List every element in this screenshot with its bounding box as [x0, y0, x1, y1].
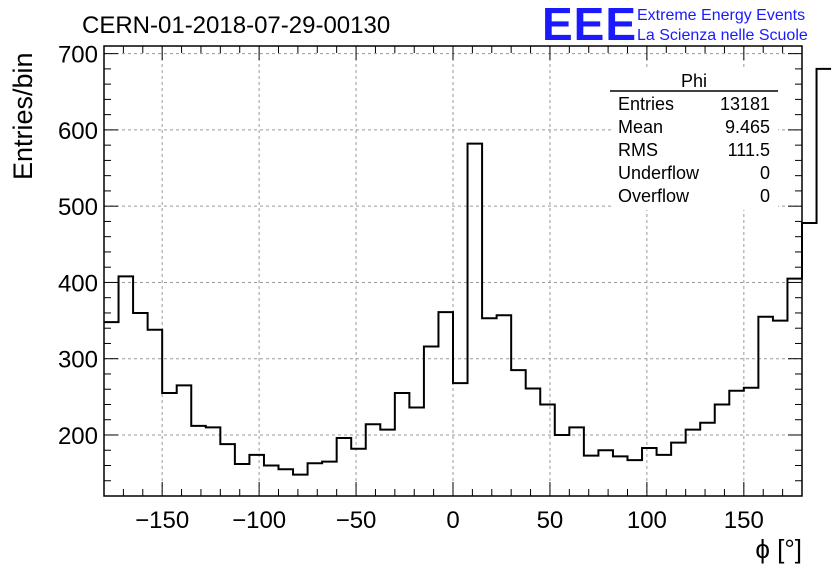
x-tick-label: 50	[537, 507, 564, 534]
stat-label-mean: Mean	[618, 117, 663, 137]
x-tick-label: −150	[135, 507, 189, 534]
histogram-bin	[424, 347, 439, 496]
chart-title: CERN-01-2018-07-29-00130	[82, 12, 390, 39]
histogram-bin	[511, 370, 526, 496]
eee-logo: EEE Extreme Energy Events La Scienza nel…	[542, 0, 808, 50]
histogram-bin	[773, 321, 788, 496]
histogram-bin	[744, 388, 759, 496]
histogram-bin	[657, 455, 672, 496]
y-tick-label: 700	[58, 42, 98, 69]
x-tick-label: −100	[232, 507, 286, 534]
histogram-bin	[671, 443, 686, 496]
histogram-bin	[293, 475, 308, 496]
y-tick-label: 200	[58, 423, 98, 450]
histogram-bin	[206, 427, 221, 496]
histogram-bin	[249, 455, 264, 496]
histogram-bin	[700, 423, 715, 496]
histogram-bin	[409, 408, 424, 496]
histogram-bin	[308, 463, 323, 496]
stat-value-entries: 13181	[720, 94, 770, 114]
histogram-bin	[119, 276, 134, 496]
stat-value-overflow: 0	[760, 186, 770, 206]
histogram-bin	[220, 444, 235, 496]
x-axis-label: ϕ [°]	[755, 534, 802, 564]
histogram-bin	[264, 465, 279, 496]
tick-labels: −150 −100 −50 0 50 100 150 200 300 400 500 600 700	[58, 42, 764, 534]
stat-label-rms: RMS	[618, 140, 658, 160]
histogram-bin	[817, 69, 832, 496]
histogram-bin	[453, 383, 468, 496]
histogram-series	[104, 67, 832, 496]
histogram-bin	[628, 460, 643, 496]
histogram-bin	[802, 223, 817, 496]
eee-logo-line2: La Scienza nelle Scuole	[637, 27, 808, 44]
eee-logo-line1: Extreme Energy Events	[637, 7, 805, 24]
x-tick-label: −50	[336, 507, 377, 534]
axis-ticks	[104, 46, 802, 496]
histogram-bin	[497, 315, 512, 496]
histogram-bin	[526, 388, 541, 496]
histogram-bin	[584, 456, 599, 496]
histogram-bin	[235, 464, 250, 496]
stat-label-overflow: Overflow	[618, 186, 690, 206]
histogram-bin	[395, 393, 410, 496]
y-tick-label: 600	[58, 118, 98, 145]
histogram-bin	[686, 430, 701, 496]
histogram-bin	[555, 435, 570, 496]
eee-logo-mark: EEE	[542, 0, 637, 50]
y-tick-label: 400	[58, 270, 98, 297]
stat-label-underflow: Underflow	[618, 163, 700, 183]
histogram-bin	[133, 313, 148, 496]
stats-box: Phi Entries 13181 Mean 9.465 RMS 111.5 U…	[610, 70, 778, 210]
x-tick-label: 150	[724, 507, 764, 534]
histogram-bin	[337, 438, 352, 496]
histogram-bin	[177, 385, 192, 496]
stat-value-rms: 111.5	[728, 140, 770, 160]
histogram-bin	[729, 391, 744, 496]
stats-box-background	[612, 70, 778, 210]
stat-value-underflow: 0	[760, 163, 770, 183]
y-axis-label: Entries/bin	[8, 52, 38, 180]
histogram-bin	[787, 279, 802, 496]
stat-value-mean: 9.465	[725, 117, 770, 137]
histogram-bin	[366, 424, 381, 496]
histogram-bin	[540, 404, 555, 496]
histogram-bin	[351, 449, 366, 496]
histogram-outline	[104, 67, 832, 476]
histogram-bin	[569, 427, 584, 496]
y-tick-label: 500	[58, 194, 98, 221]
histogram-bin	[148, 330, 163, 496]
histogram-bin	[191, 426, 206, 496]
histogram-bin	[715, 404, 730, 496]
histogram-bin	[279, 469, 294, 496]
histogram-bin	[162, 393, 177, 496]
histogram-bin	[322, 462, 337, 496]
histogram-bin	[598, 450, 613, 496]
y-tick-label: 300	[58, 347, 98, 374]
histogram-bin	[758, 317, 773, 496]
histogram-bin	[438, 312, 453, 496]
histogram-bin	[104, 322, 119, 496]
histogram-bin	[482, 318, 497, 496]
histogram-bin	[468, 144, 483, 496]
histogram-bin	[642, 448, 657, 496]
histogram-bin	[380, 430, 395, 496]
stat-label-entries: Entries	[618, 94, 674, 114]
stats-box-title: Phi	[681, 71, 707, 91]
histogram-bin	[613, 456, 628, 496]
x-tick-label: 0	[446, 507, 459, 534]
x-tick-label: 100	[627, 507, 667, 534]
